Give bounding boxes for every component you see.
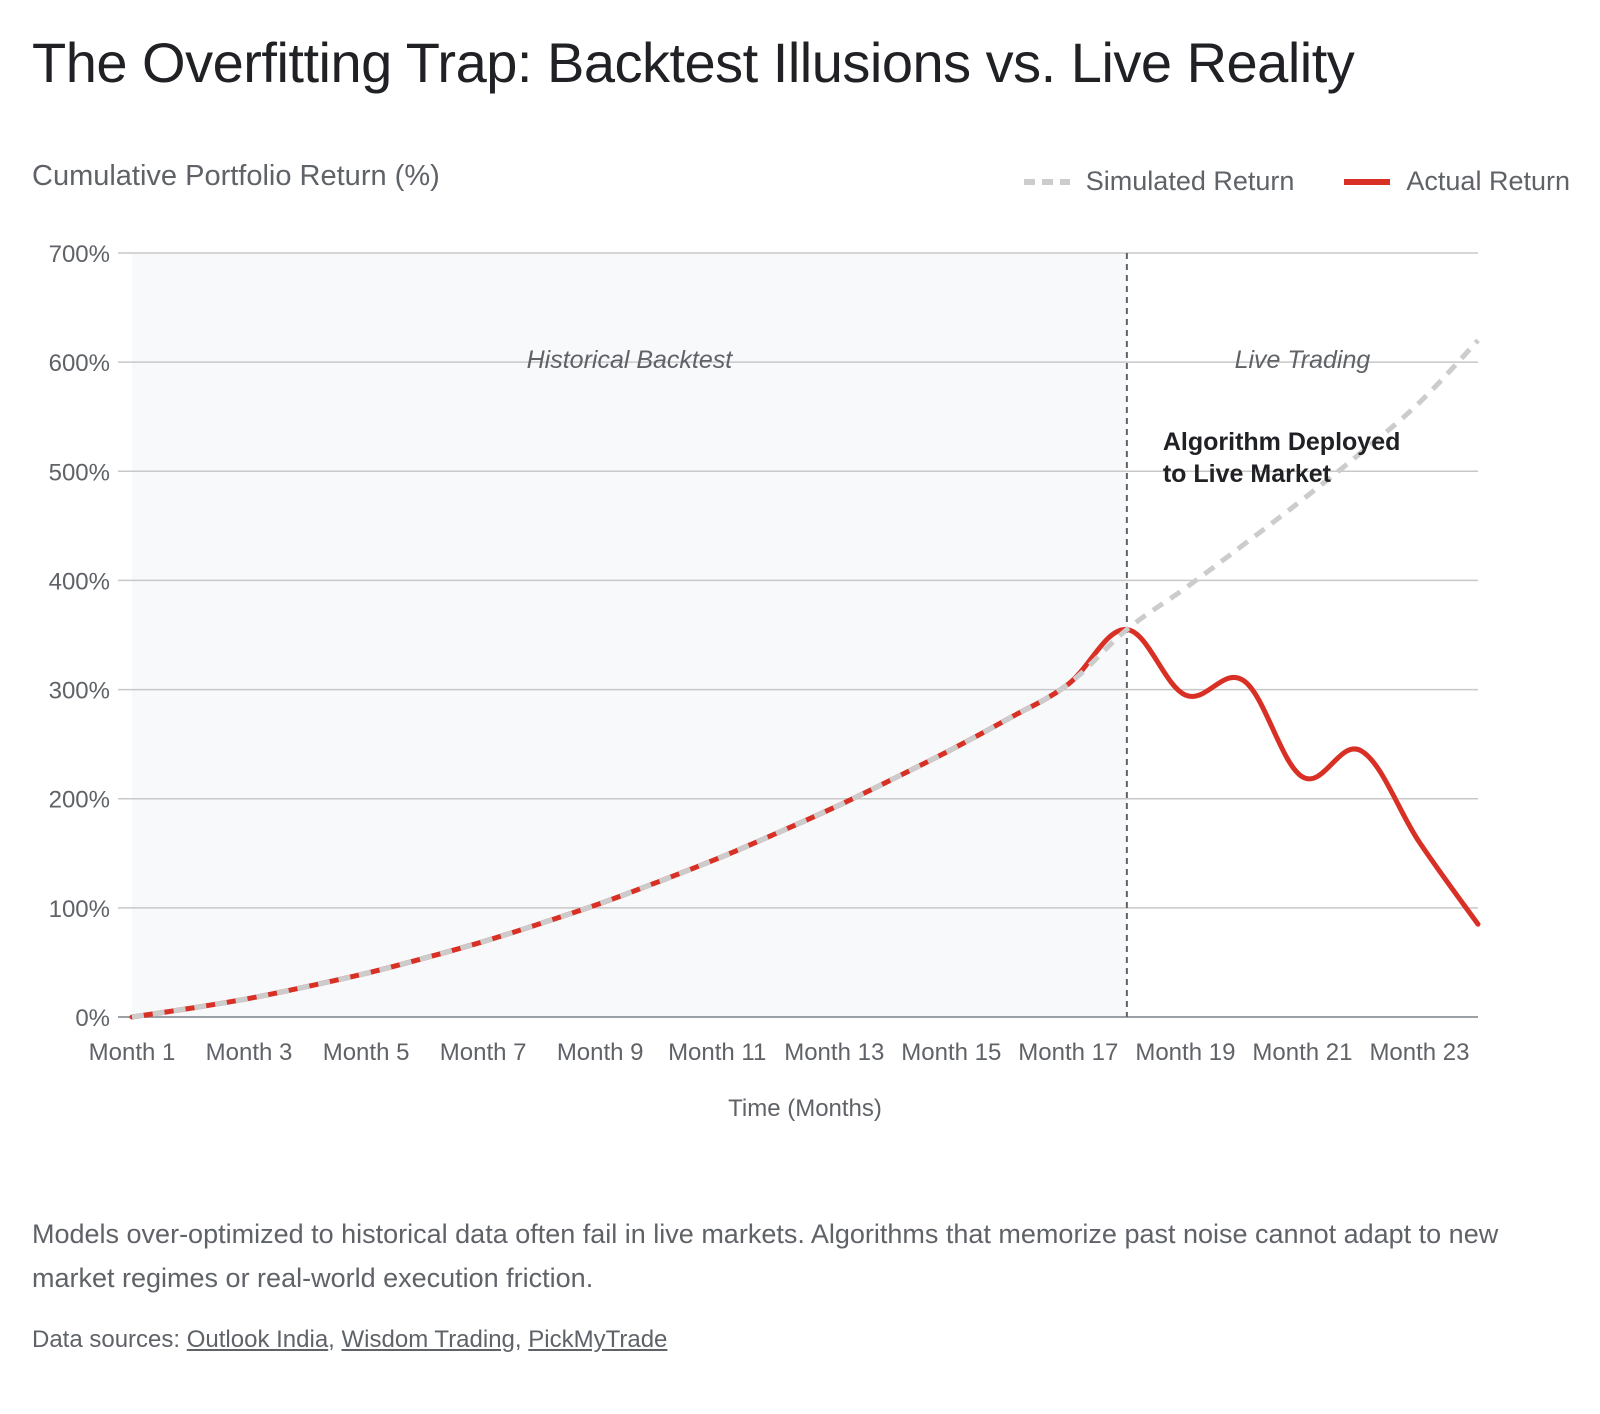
y-tick-label: 100%	[49, 896, 110, 923]
x-tick-label: Month 23	[1369, 1039, 1469, 1066]
y-tick-label: 200%	[49, 787, 110, 814]
x-tick-label: Month 5	[323, 1039, 410, 1066]
x-tick-label: Month 15	[901, 1039, 1001, 1066]
legend: Simulated Return Actual Return	[974, 166, 1570, 197]
chart-description: Models over-optimized to historical data…	[32, 1219, 1499, 1293]
x-tick-label: Month 1	[89, 1039, 176, 1066]
legend-item-simulated: Simulated Return	[1022, 166, 1295, 197]
x-tick-label: Month 9	[557, 1039, 644, 1066]
x-tick-label: Month 3	[206, 1039, 293, 1066]
legend-swatch-simulated	[1023, 178, 1070, 185]
legend-label-actual: Actual Return	[1406, 166, 1570, 196]
region-label-live: Live Trading	[1235, 346, 1371, 374]
sources-label: Data sources:	[32, 1326, 181, 1353]
y-tick-label: 600%	[49, 350, 110, 377]
y-axis-title: Cumulative Portfolio Return (%)	[32, 160, 440, 192]
x-tick-label: Month 11	[668, 1039, 766, 1066]
source-link-outlook-india[interactable]: Outlook India	[186, 1326, 329, 1353]
source-link-wisdom-trading[interactable]: Wisdom Trading	[341, 1326, 515, 1353]
x-axis-title: Time (Months)	[728, 1095, 882, 1122]
x-tick-label: Month 13	[784, 1039, 884, 1066]
line-chart: 0% 100% 200% 300% 400% 500% 600% 700% Month 1 Mon…	[49, 241, 1481, 1122]
y-tick-label: 700%	[49, 241, 110, 268]
deployment-annotation-line: to Live Market	[1163, 460, 1332, 488]
deployment-annotation-line: Algorithm Deployed	[1163, 428, 1401, 456]
data-sources: Data sources: Outlook India, Wisdom Trad…	[32, 1326, 668, 1353]
x-tick-label: Month 7	[440, 1039, 527, 1066]
chart-title: The Overfitting Trap: Backtest Illusions…	[32, 31, 1355, 94]
backtest-region-shade	[132, 253, 1127, 1017]
series-line-simulated	[131, 338, 1480, 1020]
legend-label-simulated: Simulated Return	[1085, 166, 1295, 196]
source-link-pickmytrade[interactable]: PickMyTrade	[528, 1326, 668, 1353]
y-tick-label: 300%	[49, 678, 110, 705]
series-line-actual	[129, 627, 1481, 1020]
y-tick-label: 0%	[75, 1005, 110, 1032]
x-tick-label: Month 17	[1018, 1039, 1118, 1066]
x-tick-label: Month 19	[1135, 1039, 1235, 1066]
legend-item-actual: Actual Return	[1342, 166, 1570, 197]
x-tick-label: Month 21	[1252, 1039, 1352, 1066]
legend-swatch-actual	[1344, 178, 1391, 185]
region-label-backtest: Historical Backtest	[527, 346, 734, 374]
y-tick-label: 500%	[49, 459, 110, 486]
y-tick-label: 400%	[49, 568, 110, 595]
